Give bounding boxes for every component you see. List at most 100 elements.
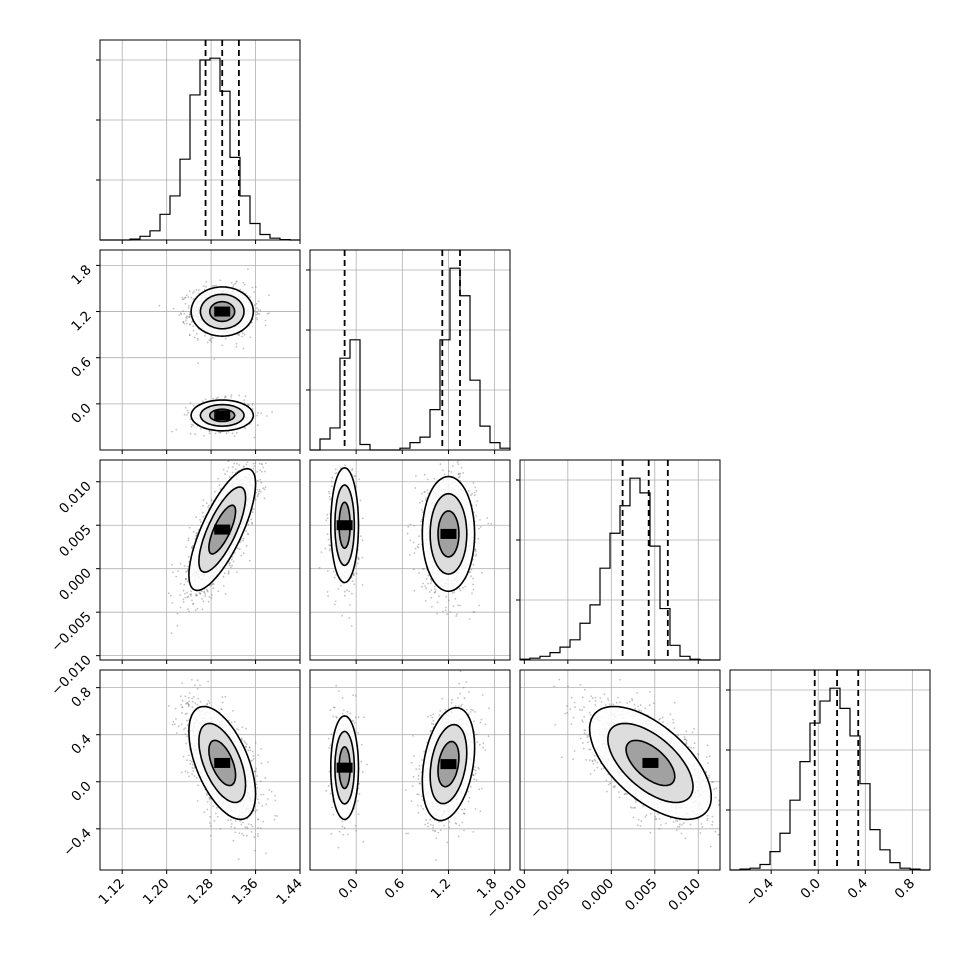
sample-point [217, 590, 220, 593]
sample-point [248, 404, 250, 407]
sample-point [251, 511, 254, 514]
sample-point [218, 484, 221, 486]
sample-point [243, 399, 246, 401]
sample-point [416, 545, 419, 548]
sample-point [256, 494, 259, 496]
sample-point [208, 432, 211, 435]
sample-point [359, 499, 362, 502]
sample-point [242, 347, 245, 350]
sample-point [344, 464, 346, 467]
sample-point [238, 548, 241, 551]
sample-point [424, 499, 427, 501]
sample-point [425, 578, 428, 580]
sample-point [459, 604, 461, 607]
sample-point [252, 458, 254, 460]
sample-point [205, 281, 208, 283]
sample-point [210, 341, 213, 343]
sample-point [176, 612, 179, 615]
sample-point [192, 603, 194, 605]
sample-point [181, 298, 184, 301]
sample-point [219, 488, 222, 490]
sample-point [187, 537, 190, 540]
sample-point [328, 549, 331, 552]
sample-point [325, 519, 328, 522]
sample-point [457, 604, 459, 607]
sample-point [472, 611, 475, 614]
sample-point [436, 601, 439, 604]
sample-point [202, 285, 205, 287]
sample-point [474, 486, 477, 489]
sample-point [189, 402, 192, 404]
sample-point [433, 591, 436, 594]
sample-point [191, 546, 194, 548]
sample-point [202, 499, 205, 501]
sample-point [185, 319, 187, 322]
sample-point [203, 590, 206, 593]
sample-point [448, 599, 450, 602]
sample-point [256, 414, 259, 417]
histogram-step [730, 687, 930, 871]
sample-point [184, 596, 187, 599]
sample-point [202, 400, 204, 403]
sample-point [183, 583, 186, 586]
sample-point [235, 280, 238, 283]
sample-point [201, 608, 204, 611]
sample-point [188, 290, 191, 293]
sample-point [429, 582, 432, 585]
sample-point [465, 454, 467, 456]
sample-point [202, 600, 205, 603]
sample-point [260, 463, 263, 465]
sample-point [171, 430, 174, 433]
sample-point [188, 526, 191, 529]
sample-point [478, 604, 480, 607]
sample-point [255, 311, 258, 313]
sample-point [192, 530, 195, 533]
sample-point [418, 535, 420, 538]
sample-point [207, 600, 210, 603]
sample-point [239, 288, 242, 291]
sample-point [356, 562, 359, 565]
sample-point [251, 408, 254, 410]
sample-point [189, 313, 191, 316]
sample-point [179, 594, 182, 596]
sample-point [187, 595, 190, 598]
sample-point [468, 571, 471, 574]
sample-point [195, 776, 198, 779]
sample-point [255, 313, 258, 316]
sample-point [182, 598, 185, 601]
sample-point [196, 337, 199, 340]
sample-point [228, 475, 231, 478]
sample-point [188, 316, 191, 319]
sample-point [471, 493, 473, 495]
sample-point [341, 614, 343, 617]
sample-point [190, 423, 193, 426]
sample-point [180, 313, 183, 316]
sample-point [178, 314, 181, 316]
sample-point [262, 466, 265, 469]
sample-point [479, 526, 482, 528]
sample-point [183, 413, 186, 416]
sample-point [476, 500, 479, 503]
sample-point [196, 687, 199, 690]
sample-point [185, 316, 187, 319]
sample-point [357, 556, 360, 559]
sample-point [184, 296, 187, 299]
sample-point [262, 487, 264, 490]
sample-point [198, 591, 201, 594]
scatter-panel-3-2 [309, 454, 511, 661]
sample-point [351, 468, 354, 470]
density-core [214, 306, 231, 317]
sample-point [187, 412, 190, 414]
sample-point [471, 592, 473, 595]
sample-point [212, 583, 215, 585]
sample-point [449, 611, 452, 613]
sample-point [445, 606, 447, 609]
sample-point [175, 428, 178, 431]
sample-point [418, 501, 421, 504]
sample-point [206, 590, 209, 593]
sample-point [472, 563, 475, 566]
sample-point [228, 571, 230, 574]
histogram-panel-1 [96, 39, 301, 241]
sample-point [331, 476, 334, 479]
sample-point [339, 467, 342, 469]
